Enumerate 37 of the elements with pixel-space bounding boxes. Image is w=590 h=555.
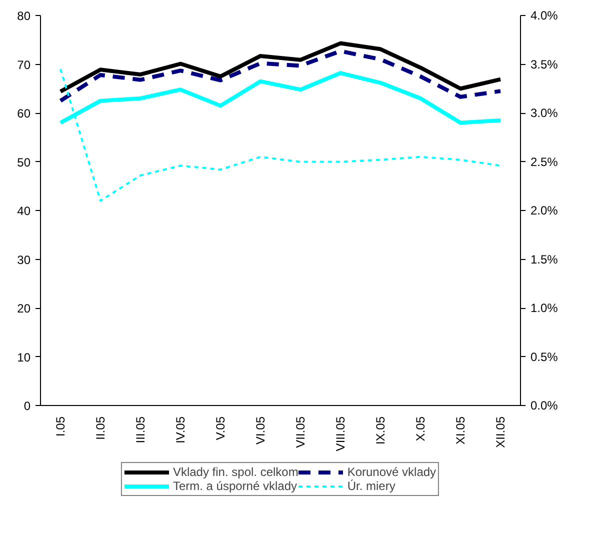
y-tick-label: 50 [17, 155, 31, 170]
y-tick-label: 30 [17, 252, 31, 267]
x-tick-label: I.05 [54, 416, 68, 437]
legend-label: Vklady fin. spol. celkom [172, 465, 298, 479]
y-tick-label: 60 [17, 106, 31, 120]
y2-tick-label: 3.5% [530, 57, 558, 72]
x-tick-label: VI.05 [254, 416, 268, 445]
x-tick-label: II.05 [94, 416, 108, 440]
x-tick-label: VII.05 [294, 416, 308, 448]
x-tick-label: X.05 [414, 416, 428, 442]
line-series [58, 49, 502, 103]
y2-tick-label: 0.0% [530, 398, 558, 412]
y2-tick-label: 1.5% [530, 252, 558, 266]
x-tick-label: VIII.05 [334, 416, 348, 452]
legend-label: Korunové vklady [347, 465, 436, 479]
legend-label: Úr. miery [347, 479, 396, 493]
y-tick-label: 20 [17, 302, 31, 316]
y-tick-label: 10 [17, 350, 31, 364]
y2-tick-label: 4.0% [530, 8, 558, 22]
y-tick-label: 80 [17, 9, 31, 23]
x-tick-label: V.05 [214, 416, 228, 440]
y2-tick-label: 2.0% [530, 204, 558, 218]
y-tick-label: 40 [17, 204, 31, 218]
x-tick-label: IX.05 [374, 416, 388, 445]
x-tick-label: XII.05 [494, 416, 508, 448]
y2-tick-label: 3.0% [530, 106, 558, 120]
y2-tick-label: 2.5% [530, 154, 558, 169]
x-tick-label: XI.05 [454, 416, 468, 445]
line-series [58, 41, 502, 94]
x-tick-label: IV.05 [174, 416, 188, 444]
line-series [60, 68, 502, 202]
x-tick-label: III.05 [134, 416, 148, 444]
y2-tick-label: 0.5% [530, 350, 558, 364]
y-tick-label: 70 [17, 58, 31, 72]
legend-label: Term. a úsporné vklady [172, 479, 298, 493]
y2-tick-label: 1.0% [530, 301, 558, 315]
y-tick-label: 0 [24, 399, 31, 413]
